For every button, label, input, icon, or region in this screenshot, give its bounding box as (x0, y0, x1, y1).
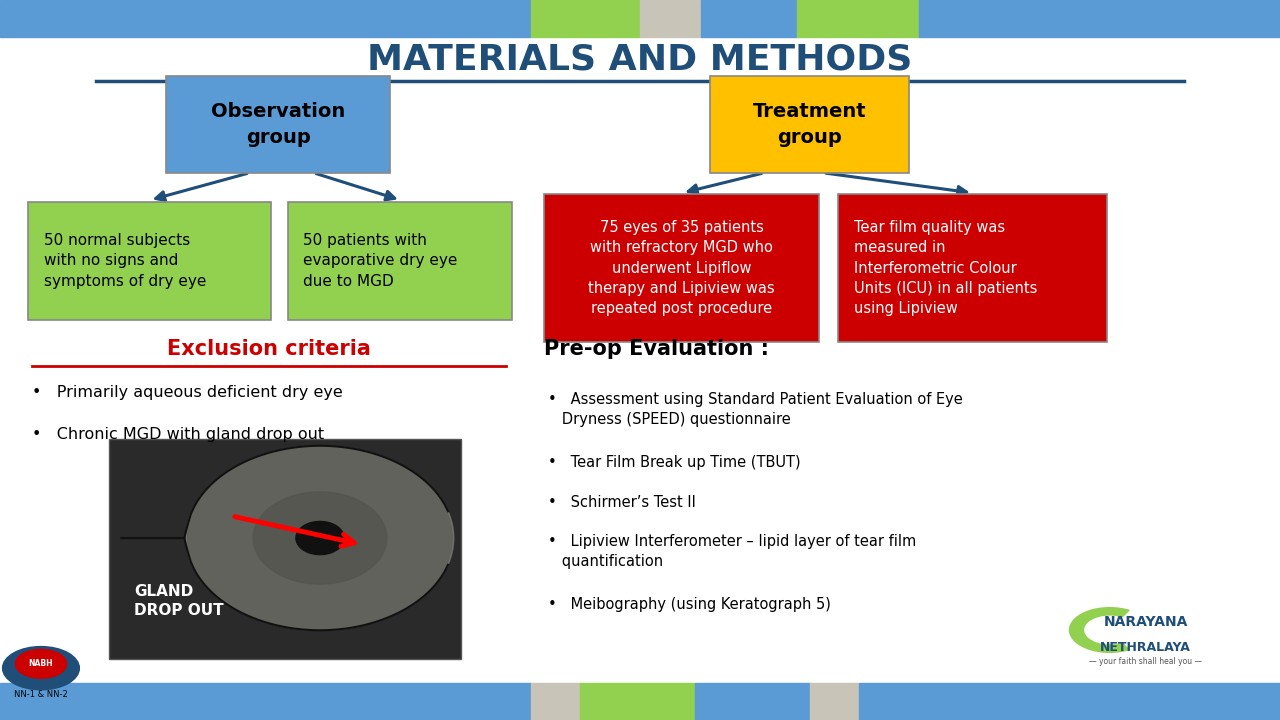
Bar (0, 0, 531, 37)
Bar (580, 683, 695, 720)
Text: Pre-op Evaluation :: Pre-op Evaluation : (544, 339, 769, 359)
Bar (109, 439, 461, 659)
Text: MATERIALS AND METHODS: MATERIALS AND METHODS (367, 42, 913, 76)
FancyBboxPatch shape (710, 76, 909, 173)
Bar (640, 0, 701, 37)
Bar (531, 683, 580, 720)
Text: 50 normal subjects
with no signs and
symptoms of dry eye: 50 normal subjects with no signs and sym… (44, 233, 206, 289)
Text: NETHRALAYA: NETHRALAYA (1101, 641, 1190, 654)
Text: Treatment
group: Treatment group (753, 102, 867, 147)
Polygon shape (187, 446, 454, 630)
Text: •   Schirmer’s Test II: • Schirmer’s Test II (548, 495, 696, 510)
Text: Observation
group: Observation group (211, 102, 346, 147)
Bar (695, 683, 810, 720)
Circle shape (3, 647, 79, 690)
Text: •   Primarily aqueous deficient dry eye: • Primarily aqueous deficient dry eye (32, 385, 343, 400)
Text: GLAND
DROP OUT: GLAND DROP OUT (134, 585, 224, 618)
Text: Tear film quality was
measured in
Interferometric Colour
Units (ICU) in all pati: Tear film quality was measured in Interf… (854, 220, 1037, 317)
Text: •   Chronic MGD with gland drop out: • Chronic MGD with gland drop out (32, 427, 324, 441)
Bar (810, 683, 859, 720)
Text: — your faith shall heal you —: — your faith shall heal you — (1089, 657, 1202, 667)
Text: NN-1 & NN-2: NN-1 & NN-2 (14, 690, 68, 698)
Text: •   Lipiview Interferometer – lipid layer of tear film
   quantification: • Lipiview Interferometer – lipid layer … (548, 534, 916, 569)
Bar (701, 0, 797, 37)
Polygon shape (296, 521, 344, 554)
Bar (859, 683, 1280, 720)
Text: 50 patients with
evaporative dry eye
due to MGD: 50 patients with evaporative dry eye due… (303, 233, 458, 289)
Polygon shape (253, 492, 387, 584)
FancyBboxPatch shape (28, 202, 271, 320)
FancyBboxPatch shape (544, 194, 819, 342)
Text: NABH: NABH (28, 660, 54, 668)
Text: •   Assessment using Standard Patient Evaluation of Eye
   Dryness (SPEED) quest: • Assessment using Standard Patient Eval… (548, 392, 963, 427)
Text: •   Tear Film Break up Time (TBUT): • Tear Film Break up Time (TBUT) (548, 455, 800, 470)
Bar (797, 0, 919, 37)
Bar (531, 0, 640, 37)
FancyBboxPatch shape (288, 202, 512, 320)
Bar (919, 0, 1280, 37)
Text: Exclusion criteria: Exclusion criteria (166, 339, 371, 359)
FancyBboxPatch shape (838, 194, 1107, 342)
Circle shape (15, 649, 67, 678)
Wedge shape (1069, 607, 1130, 653)
Text: •   Meibography (using Keratograph 5): • Meibography (using Keratograph 5) (548, 597, 831, 612)
FancyBboxPatch shape (166, 76, 390, 173)
Text: NARAYANA: NARAYANA (1103, 615, 1188, 629)
Text: 75 eyes of 35 patients
with refractory MGD who
underwent Lipiflow
therapy and Li: 75 eyes of 35 patients with refractory M… (589, 220, 774, 317)
Bar (0, 683, 531, 720)
